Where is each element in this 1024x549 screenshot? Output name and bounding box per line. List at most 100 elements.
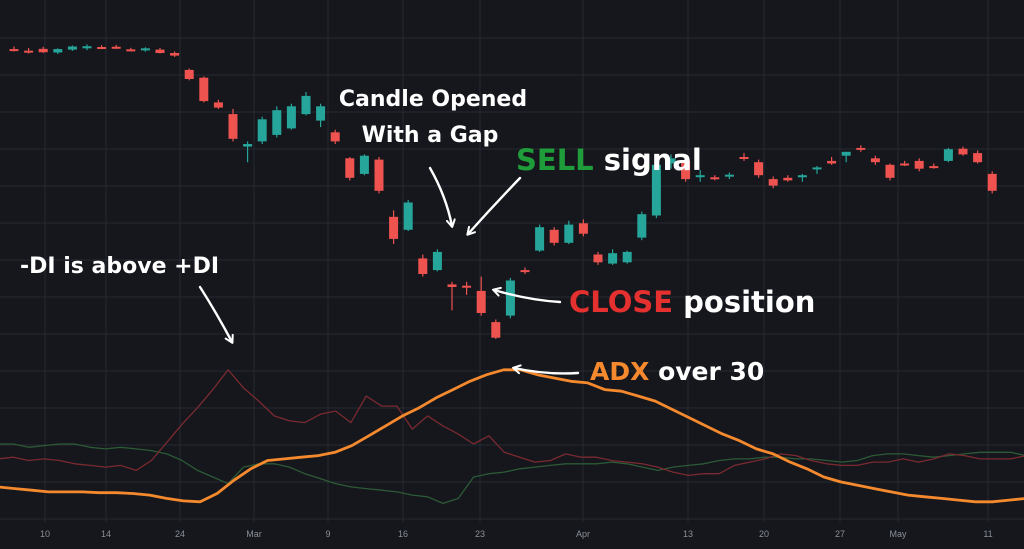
candle-body: [783, 177, 793, 181]
candle: [666, 154, 676, 169]
candle-body: [622, 251, 632, 263]
candle-body: [724, 174, 734, 177]
candle-body: [608, 253, 618, 264]
candle-body: [681, 160, 691, 180]
candle-body: [987, 173, 997, 191]
candle: [943, 147, 953, 163]
x-tick-label: Apr: [576, 529, 590, 539]
candle-body: [97, 47, 107, 50]
x-tick-label: 11: [983, 529, 992, 539]
candle: [170, 51, 180, 57]
candle-body: [389, 216, 399, 239]
candle-body: [943, 149, 953, 161]
x-tick-label: 20: [759, 529, 769, 539]
di-annotation: -DI is above +DI: [20, 254, 219, 279]
candle-body: [301, 95, 311, 115]
adx-arrow: [512, 364, 580, 375]
candle-body: [111, 46, 121, 49]
candle: [213, 99, 223, 109]
candle-body: [53, 49, 63, 53]
close-annotation: CLOSE position: [569, 285, 815, 319]
indicator-panel: [0, 368, 1024, 505]
candle: [870, 155, 880, 165]
candle: [593, 251, 603, 265]
candle-body: [38, 48, 48, 53]
candle: [622, 250, 632, 264]
candle: [359, 154, 369, 176]
candle-body: [900, 163, 910, 166]
candle-body: [505, 280, 515, 316]
candle: [38, 46, 48, 53]
candle-body: [316, 106, 326, 121]
candle: [695, 170, 705, 182]
candle: [491, 319, 501, 339]
candle: [199, 76, 209, 103]
candle: [462, 281, 472, 295]
candle: [739, 153, 749, 161]
candle: [578, 219, 588, 237]
plus-di-line: [0, 443, 1024, 505]
candle: [608, 249, 618, 265]
candle: [681, 157, 691, 182]
candle-body: [535, 227, 545, 251]
candle-body: [666, 158, 676, 164]
candle: [914, 158, 924, 172]
candle: [24, 48, 34, 54]
candle-body: [359, 155, 369, 174]
candle-body: [170, 53, 180, 56]
candle-body: [403, 202, 413, 230]
candle: [958, 146, 968, 156]
minus-di-line: [0, 369, 1024, 477]
candle: [53, 48, 63, 55]
candle: [432, 249, 442, 272]
candle: [535, 224, 545, 252]
candle: [520, 267, 530, 274]
candle-body: [856, 147, 866, 150]
x-tick-label: 24: [175, 529, 185, 539]
x-tick-label: 23: [475, 529, 485, 539]
x-tick-label: 16: [398, 529, 408, 539]
candle: [243, 141, 253, 163]
candle: [97, 45, 107, 50]
candle-body: [140, 48, 150, 51]
close-arrow: [492, 286, 562, 304]
candle-body: [578, 223, 588, 234]
candle-body: [345, 158, 355, 178]
candle-body: [841, 151, 851, 156]
candle-body: [243, 144, 253, 147]
gap-annotation-line1: Candle Opened: [339, 87, 527, 112]
candle: [82, 44, 92, 51]
candle: [564, 220, 574, 245]
annotation-arrows: [198, 166, 580, 375]
candle-body: [126, 49, 136, 52]
candle: [476, 276, 486, 316]
candle: [316, 103, 326, 128]
adx-rest: over 30: [649, 357, 764, 386]
x-tick-label: May: [889, 529, 907, 539]
candle: [856, 145, 866, 152]
candle-body: [695, 175, 705, 178]
candle-body: [827, 160, 837, 164]
candle: [447, 281, 457, 311]
candle: [403, 199, 413, 232]
candle-body: [710, 177, 720, 180]
candle: [418, 254, 428, 277]
x-tick-label: 27: [835, 529, 845, 539]
candle-body: [418, 258, 428, 274]
candle: [345, 157, 355, 181]
sell-rest: signal: [594, 143, 702, 177]
close-word: CLOSE: [569, 285, 673, 319]
candle: [301, 92, 311, 116]
candle-body: [739, 157, 749, 159]
candle: [155, 48, 165, 54]
candle: [111, 44, 121, 49]
candle-body: [973, 153, 983, 163]
candle: [827, 157, 837, 165]
candle: [126, 47, 136, 52]
candle: [389, 210, 399, 245]
candle-body: [593, 254, 603, 263]
candle: [783, 175, 793, 182]
candle: [797, 173, 807, 182]
candle-body: [491, 322, 501, 338]
